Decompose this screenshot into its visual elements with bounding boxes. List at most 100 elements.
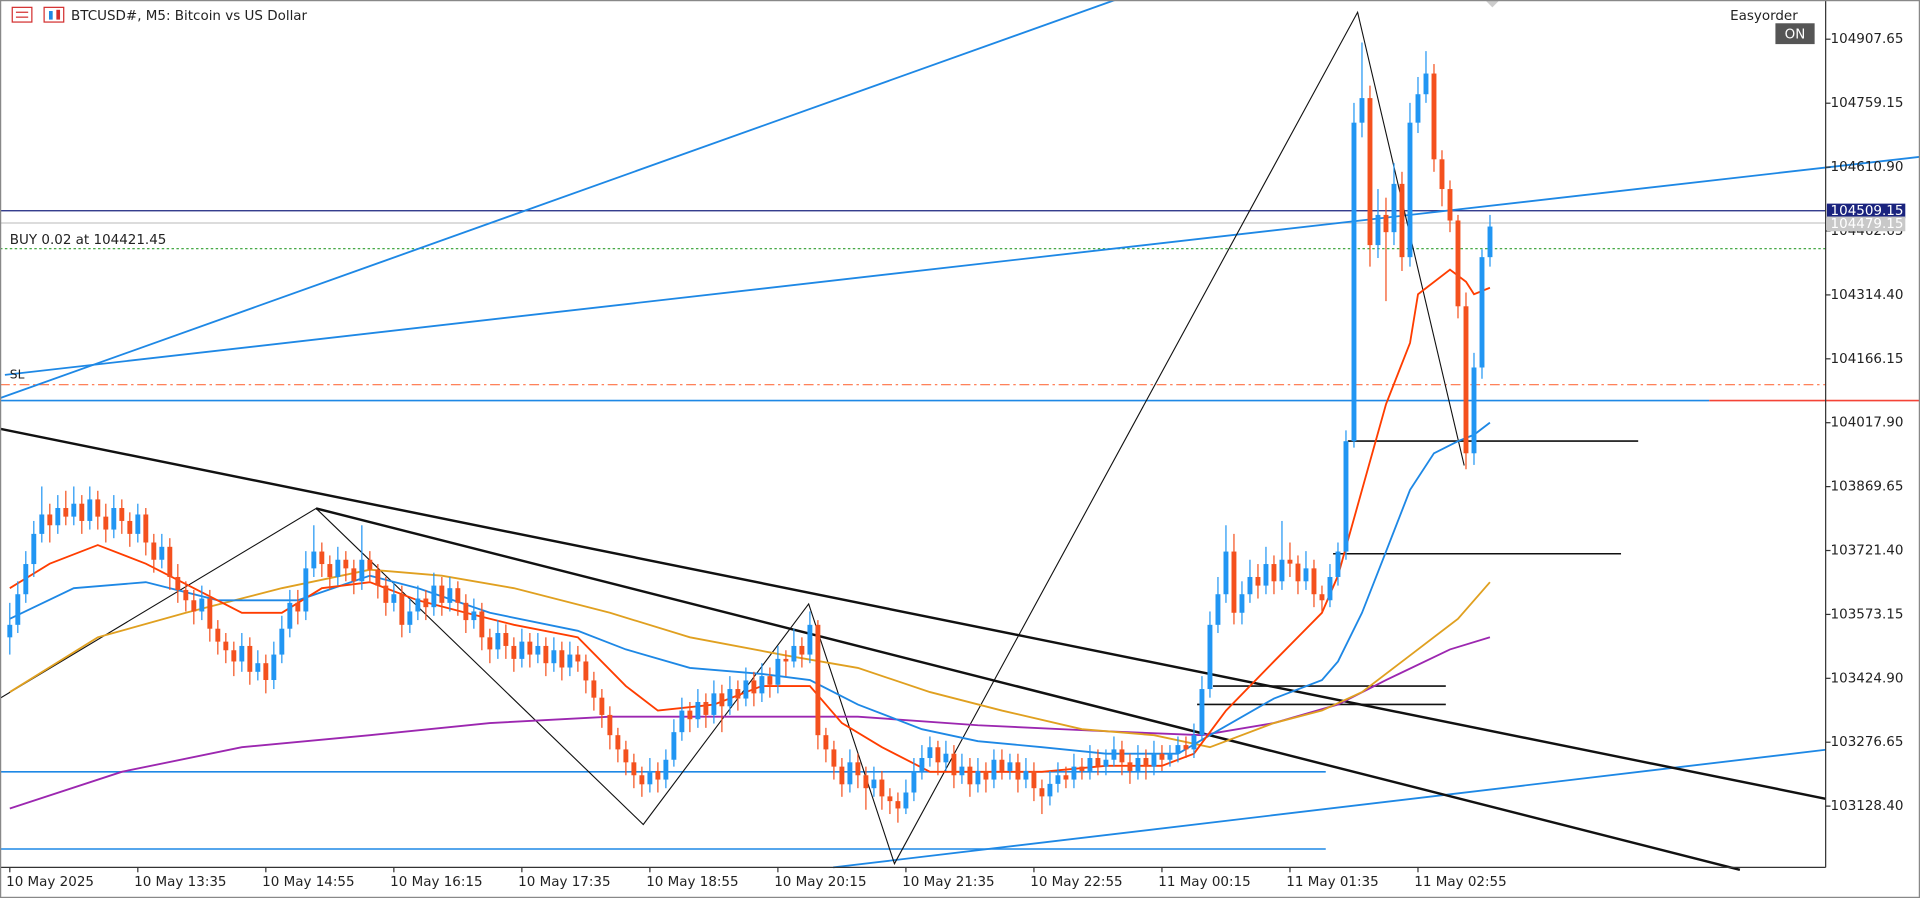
candle-body [1231,551,1237,613]
candle-body [1031,770,1037,789]
candle-body [487,637,493,650]
candle-body [1431,73,1437,160]
candle-body [607,714,613,736]
x-tick-label: 11 May 01:35 [1286,874,1378,890]
price-label: 104509.15 [1831,203,1904,219]
candle-body [1479,257,1485,368]
candle-body [1095,758,1101,767]
candle-body [247,645,253,672]
candle-body [95,499,101,517]
candle-body [159,546,165,560]
candle-body [679,710,685,733]
candle-body [1199,689,1205,736]
candle-body [1023,770,1029,780]
candle-body [1487,226,1493,258]
candle-body [79,503,85,521]
y-tick-label: 104017.90 [1831,415,1904,431]
candle-body [207,598,213,629]
candle-body [1423,73,1429,95]
candle-body [167,546,173,577]
candle-body [71,503,77,517]
candle-body [1455,220,1461,307]
candle-body [343,559,349,569]
x-tick-label: 10 May 13:35 [134,874,226,890]
candle-body [1351,122,1357,442]
marker [1485,0,1500,8]
candle-body [1279,559,1285,582]
candle-body [1151,753,1157,767]
candle-body [319,551,325,565]
chart-title: BTCUSD#, M5: Bitcoin vs US Dollar [71,8,308,24]
candle-body [191,600,197,612]
candle-body [103,516,109,530]
y-tick-label: 103869.65 [1831,479,1904,495]
y-tick-label: 104907.65 [1831,31,1904,47]
candle-body [287,602,293,629]
candle-body [895,801,901,809]
y-tick-label: 103721.40 [1831,543,1904,559]
candle-body [943,753,949,763]
candle-body [127,520,133,534]
candle-body [1295,563,1301,582]
candle-body [1311,568,1317,595]
price-label: 104479.15 [1831,216,1904,232]
icon [49,11,53,20]
candle-body [503,633,509,646]
y-tick-label: 104759.15 [1831,95,1904,111]
candle-body [87,499,93,521]
candle-body [783,658,789,662]
candle-body [1183,745,1189,750]
candle-body [1247,576,1253,595]
candle-body [431,585,437,608]
candle-body [1087,758,1093,771]
candle-body [1383,214,1389,233]
candle-body [1391,183,1397,233]
candle-body [399,594,405,625]
candle-body [1135,758,1141,771]
icon [11,6,33,23]
candle-body [175,576,181,590]
candles [7,42,1493,823]
ea-button-label[interactable]: ON [1785,26,1806,42]
ea-button[interactable] [1775,23,1815,45]
candle-body [975,770,981,785]
candle-body [23,564,29,595]
candle-body [583,661,589,681]
candle-body [687,710,693,720]
candle-body [1167,753,1173,760]
candle-body [423,598,429,608]
candle-body [879,779,885,797]
candle-body [823,735,829,750]
candle-body [39,514,45,534]
candle-body [535,645,541,655]
candle-body [727,689,733,707]
candle-body [631,762,637,776]
candle-body [479,611,485,638]
candle-body [143,514,149,543]
candle-body [15,594,21,625]
candle-body [183,589,189,601]
candle-body [63,508,69,517]
candle-body [1327,576,1333,601]
candle-body [1175,745,1181,754]
candle-body [463,602,469,621]
candle-body [991,759,997,780]
candle-body [1415,94,1421,123]
candle-body [55,508,61,526]
candle-body [1215,594,1221,625]
candle-body [551,650,557,664]
candle-body [967,766,973,785]
icon [56,9,61,20]
candle-body [743,680,749,699]
candle-body [703,701,709,715]
candle-body [7,624,13,638]
candle-body [871,779,877,789]
trend-line [0,0,1116,400]
x-tick-label: 10 May 18:55 [646,874,738,890]
y-tick-label: 104314.40 [1831,287,1904,303]
candle-body [1319,594,1325,601]
candle-body [639,775,645,785]
candle-body [615,735,621,750]
